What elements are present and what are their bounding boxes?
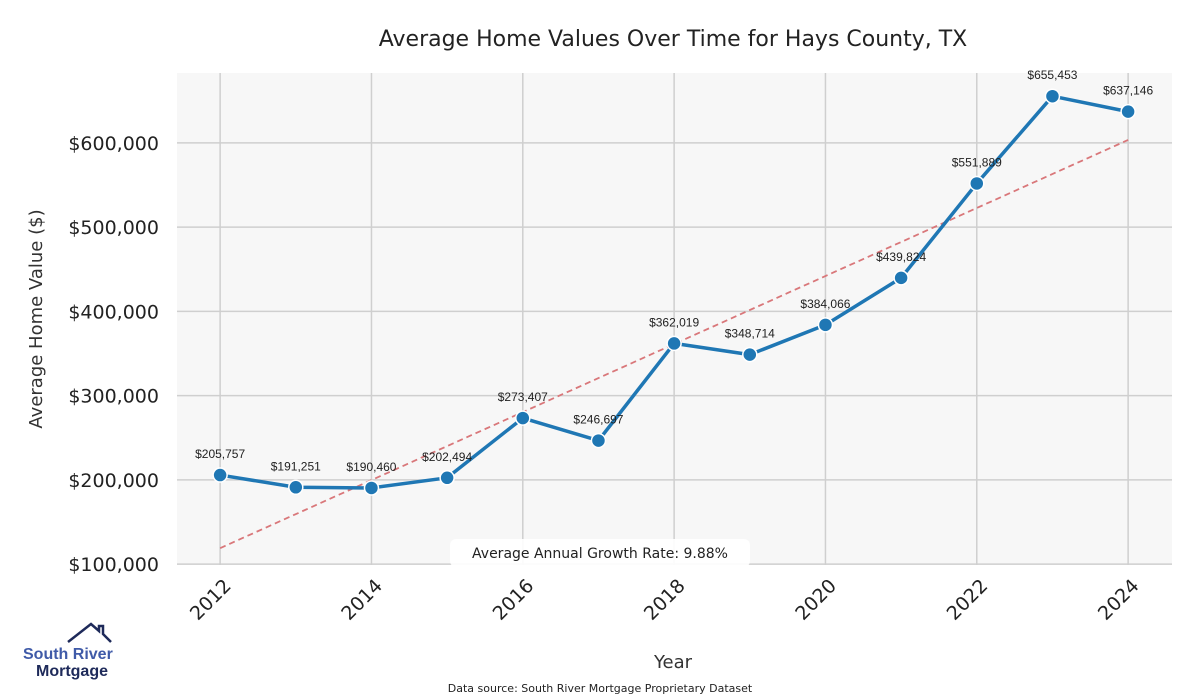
logo-line2: Mortgage <box>36 663 108 680</box>
data-label: $348,714 <box>725 327 775 341</box>
growth-rate-annotation: Average Annual Growth Rate: 9.88% <box>472 546 728 562</box>
x-tick-label: 2020 <box>791 575 841 625</box>
data-point <box>363 480 380 496</box>
data-label: $551,889 <box>952 155 1002 169</box>
data-point <box>288 479 304 496</box>
data-label: $202,494 <box>422 450 472 464</box>
y-tick-label: $100,000 <box>68 554 159 576</box>
data-point <box>893 270 909 286</box>
data-label: $362,019 <box>649 315 699 329</box>
data-point <box>817 317 834 333</box>
y-axis-label: Average Home Value ($) <box>26 209 47 428</box>
data-label: $637,146 <box>1103 84 1153 98</box>
data-point <box>1120 103 1136 120</box>
growth-rate-box <box>450 539 750 567</box>
data-point <box>515 410 531 426</box>
house-icon <box>67 622 112 643</box>
chart-title: Average Home Values Over Time for Hays C… <box>379 27 968 52</box>
data-label: $191,251 <box>271 459 321 473</box>
data-label: $655,453 <box>1027 68 1077 82</box>
x-tick-label: 2024 <box>1094 575 1144 625</box>
data-point <box>1044 88 1061 104</box>
x-axis-label: Year <box>653 652 693 673</box>
data-point <box>439 470 455 486</box>
data-point <box>969 175 985 192</box>
data-label: $439,824 <box>876 250 926 264</box>
data-label: $190,460 <box>346 460 396 474</box>
x-tick-label: 2022 <box>943 575 993 625</box>
x-tick-label: 2014 <box>337 575 387 625</box>
logo-line1: South River <box>23 646 113 663</box>
data-point <box>666 335 682 352</box>
x-tick-label: 2018 <box>640 575 690 625</box>
y-tick-label: $600,000 <box>68 133 159 155</box>
y-tick-label: $300,000 <box>68 386 159 408</box>
logo: South River Mortgage <box>23 622 113 680</box>
x-tick-label: 2016 <box>489 575 539 625</box>
data-label: $205,757 <box>195 447 245 461</box>
trend-line <box>219 139 1129 549</box>
data-label: $384,066 <box>800 297 850 311</box>
data-label: $246,697 <box>573 413 623 427</box>
y-tick-label: $400,000 <box>68 301 159 323</box>
y-tick-label: $200,000 <box>68 470 159 492</box>
x-tick-label: 2012 <box>186 575 236 625</box>
data-source: Data source: South River Mortgage Propri… <box>448 682 753 695</box>
data-label: $273,407 <box>498 390 548 404</box>
y-tick-label: $500,000 <box>68 217 159 239</box>
data-point <box>590 432 607 449</box>
data-point <box>742 346 758 363</box>
data-point <box>212 467 228 483</box>
